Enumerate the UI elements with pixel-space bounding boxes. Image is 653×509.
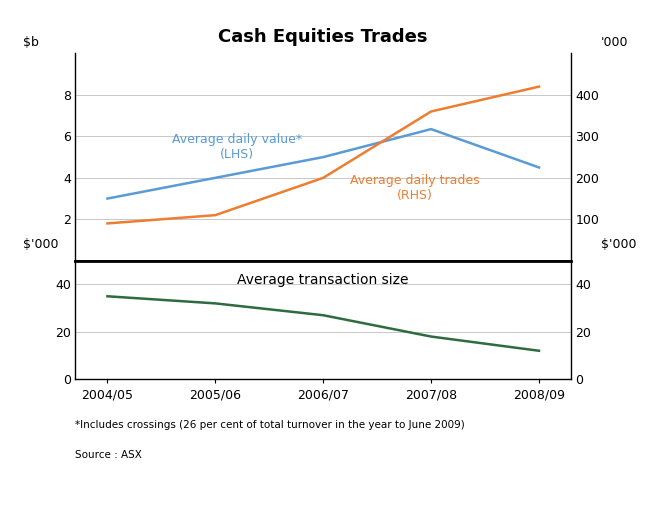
Text: '000: '000 xyxy=(601,36,629,49)
Text: *Includes crossings (26 per cent of total turnover in the year to June 2009): *Includes crossings (26 per cent of tota… xyxy=(75,420,465,430)
Text: $b: $b xyxy=(23,36,39,49)
Text: Average transaction size: Average transaction size xyxy=(238,273,409,287)
Text: Source : ASX: Source : ASX xyxy=(75,450,142,461)
Text: Average daily value*
(LHS): Average daily value* (LHS) xyxy=(172,133,302,161)
Title: Cash Equities Trades: Cash Equities Trades xyxy=(219,29,428,46)
Text: Average daily trades
(RHS): Average daily trades (RHS) xyxy=(350,174,480,202)
Text: $'000: $'000 xyxy=(23,238,59,251)
Text: $'000: $'000 xyxy=(601,238,637,251)
